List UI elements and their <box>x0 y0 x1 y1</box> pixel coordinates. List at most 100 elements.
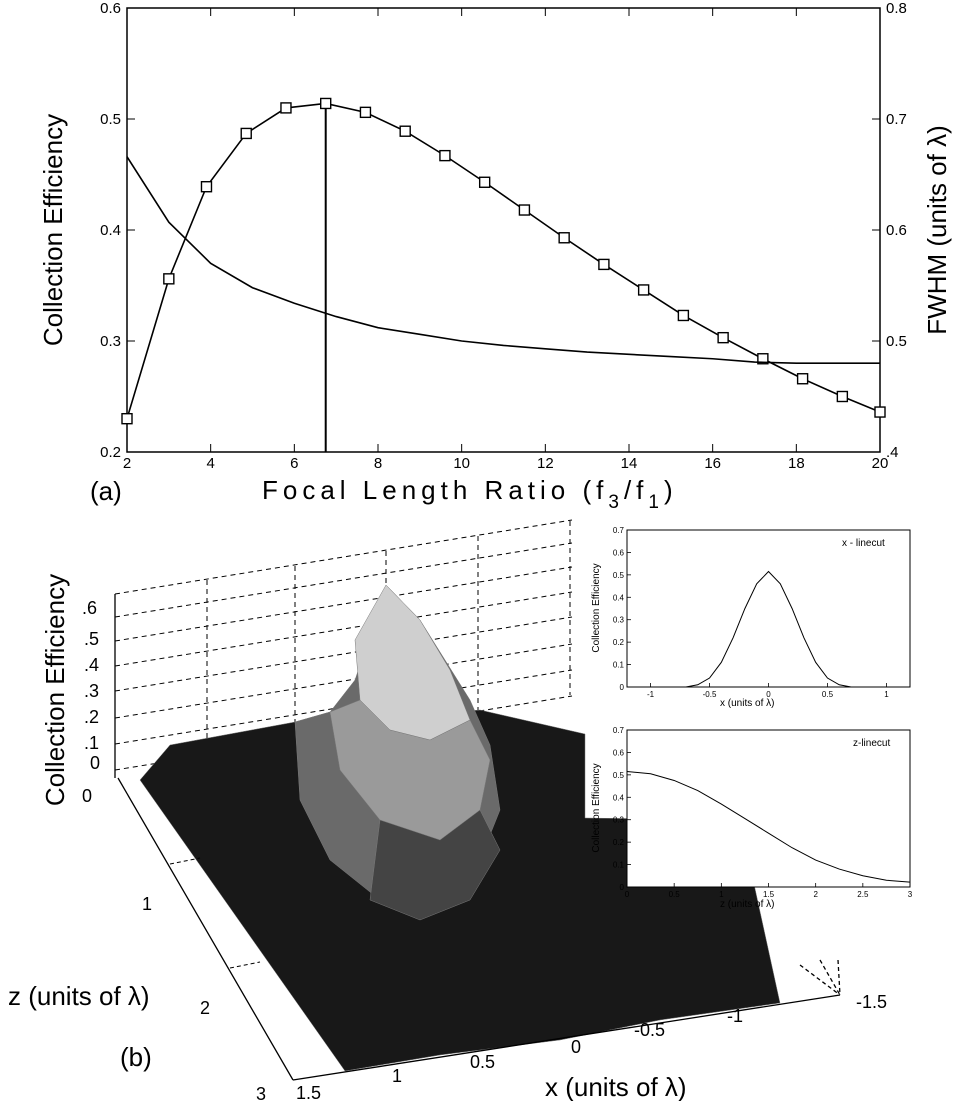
efficiency-point <box>200 181 213 193</box>
inset-z-series <box>626 770 911 883</box>
efficiency-point <box>280 102 292 114</box>
inset-z-ticks: 0 0.5 1 1.5 2 2.5 3 0 0.1 0.2 0.3 0.4 0.5 0.6 0.7 <box>613 726 913 899</box>
x-tick-label: 18 <box>788 455 805 472</box>
efficiency-line <box>126 102 881 419</box>
depth-tick <box>169 857 201 865</box>
inset-y-tick-label: 0.4 <box>613 593 625 602</box>
y-left-tick-label: 0.3 <box>100 333 121 350</box>
depth-tick-label: 3 <box>256 1084 266 1101</box>
inset-y-tick-label: 0.1 <box>613 661 625 670</box>
panel-a-x-axis-label: Focal Length Ratio (f3/f1) <box>262 475 678 513</box>
fwhm-line <box>126 156 880 365</box>
inset-z-y-label: Collection Efficiency <box>591 763 602 852</box>
inset-x-tick-label: 1 <box>884 690 889 699</box>
inset-y-tick-label: 0.2 <box>613 638 625 647</box>
efficiency-point <box>478 176 491 188</box>
x-tick-label: -1.5 <box>856 992 887 1012</box>
depth-axis <box>117 777 294 1081</box>
inset-z-frame <box>626 729 911 888</box>
inset-x-tick-label: 1.5 <box>763 890 775 899</box>
inset-y-tick-label: 0.2 <box>613 838 625 847</box>
z-tick: .6 <box>82 598 97 618</box>
depth-tick <box>229 961 261 969</box>
y-right-tick-label: 0.6 <box>886 222 907 239</box>
inset-x-tick-label: 0.5 <box>822 690 834 699</box>
corner-dash <box>799 964 841 996</box>
x-tick-label: 1 <box>392 1066 402 1086</box>
z-tick: .3 <box>84 681 99 701</box>
inset-x-linecut: -1 -0.5 0 0.5 1 0 0.1 0.2 0.3 0.4 0.5 0.6 0.7 x - li… <box>591 526 911 709</box>
efficiency-point <box>836 390 849 403</box>
inset-y-tick-label: 0.6 <box>613 748 625 757</box>
panel-a-left-axis-label: Collection Efficiency <box>38 114 68 346</box>
inset-z-annotation: z-linecut <box>853 738 890 749</box>
inset-x-series <box>627 570 910 688</box>
panel-a-series <box>121 97 886 452</box>
inset-x-y-label: Collection Efficiency <box>591 563 602 652</box>
efficiency-point <box>439 149 451 162</box>
panel-b: .6 .5 .4 .3 .2 .1 0 Collection Efficienc… <box>8 519 887 1101</box>
z-tick: 0 <box>90 753 100 773</box>
grid-line <box>114 616 573 692</box>
efficiency-point <box>637 284 650 296</box>
inset-x-tick-label: 0 <box>625 890 630 899</box>
grid-line <box>114 519 573 595</box>
x-label-end: ) <box>664 475 678 505</box>
efficiency-point <box>558 232 570 244</box>
x-tick-label: 20 <box>872 455 889 472</box>
surface-depth-ticks: 0 1 2 3 <box>82 786 266 1101</box>
inset-x-annotation: x - linecut <box>842 538 885 549</box>
efficiency-point <box>399 125 411 137</box>
x-tick-label: 0.5 <box>470 1052 495 1072</box>
inset-y-tick-label: 0.3 <box>613 616 625 625</box>
inset-x-tick-label: -1 <box>647 690 655 699</box>
inset-x-x-label: x (units of λ) <box>720 698 774 709</box>
y-left-tick-label: 0.2 <box>100 444 121 461</box>
efficiency-point <box>757 353 769 365</box>
corner-dash <box>819 959 841 996</box>
inset-y-tick-label: 0.1 <box>613 861 625 870</box>
efficiency-point <box>677 309 690 322</box>
y-right-tick-label: .4 <box>886 444 899 461</box>
panel-b-depth-axis-label: z (units of λ) <box>8 981 150 1011</box>
panel-a: 2 4 6 8 10 12 14 16 18 20 0.2 0.3 0.4 0.5 0.6 .4 0.5 0.6 0… <box>38 0 952 513</box>
panel-a-right-axis-label: FWHM (units of λ) <box>922 125 952 334</box>
efficiency-point <box>163 273 175 285</box>
efficiency-point <box>320 97 332 110</box>
efficiency-point <box>796 373 809 385</box>
x-tick-label: 16 <box>704 455 721 472</box>
x-axis <box>292 994 841 1081</box>
x-label-main: Focal Length Ratio (f <box>262 475 608 505</box>
y-right-tick-label: 0.7 <box>886 111 907 128</box>
inset-y-tick-label: 0.5 <box>613 771 625 780</box>
x-tick-label: 1.5 <box>296 1083 321 1101</box>
inset-series-line <box>627 570 910 688</box>
inset-x-tick-label: -0.5 <box>703 690 717 699</box>
inset-y-tick-label: 0.7 <box>613 526 625 535</box>
inset-series-line <box>626 770 911 883</box>
x-tick-label: 12 <box>537 455 554 472</box>
x-tick-label: 8 <box>374 455 382 472</box>
inset-x-tick-label: 2.5 <box>857 890 869 899</box>
grid-line <box>114 542 573 618</box>
grid-line <box>114 591 573 667</box>
x-tick-label: 4 <box>206 455 214 472</box>
inset-y-tick-label: 0 <box>620 883 625 892</box>
surface-z-ticks: .6 .5 .4 .3 .2 .1 0 <box>82 598 100 773</box>
y-right-tick-label: 0.5 <box>886 333 907 350</box>
inset-y-tick-label: 0.6 <box>613 548 625 557</box>
panel-a-label: (a) <box>90 476 122 506</box>
x-label-slash: /f <box>624 475 648 505</box>
inset-x-frame <box>626 529 911 688</box>
inset-x-tick-label: 2 <box>813 890 818 899</box>
x-tick-label: -1 <box>727 1006 743 1026</box>
depth-tick-label: 2 <box>200 998 210 1018</box>
y-left-tick-label: 0.6 <box>100 0 121 17</box>
depth-axis-ticks <box>169 857 261 969</box>
z-tick: .2 <box>84 707 99 727</box>
depth-tick-label: 0 <box>82 786 92 806</box>
inset-x-tick-label: 1 <box>719 890 724 899</box>
panel-b-label: (b) <box>120 1042 152 1072</box>
inset-y-tick-label: 0.7 <box>613 726 625 735</box>
